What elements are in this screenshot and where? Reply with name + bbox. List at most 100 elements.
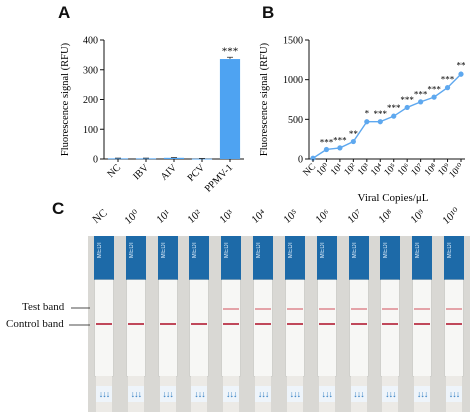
- strip-cassette-top: MEDI: [221, 236, 242, 280]
- strip-label: 10³: [217, 207, 237, 226]
- y-tick-label-b: 500: [288, 115, 303, 126]
- strip-brand-text: MEDI: [287, 242, 294, 259]
- significance-b: **: [349, 129, 359, 139]
- y-tick-label-a: 400: [83, 36, 98, 47]
- y-tick-label-b: 1000: [283, 75, 303, 86]
- y-tick-label-b: 0: [298, 155, 303, 166]
- panel-c-letter: C: [52, 199, 65, 218]
- line-chart-panel-b: 050010001500NC***10⁰***10¹**10²*10³***10…: [259, 36, 467, 205]
- test-strip: MEDI ↓↓↓: [125, 236, 146, 412]
- control-band-label: Control band: [6, 318, 64, 330]
- strip-cassette-top: MEDI: [380, 236, 401, 280]
- test-strip: MEDI ↓↓↓: [221, 236, 242, 412]
- test-band: [223, 308, 240, 310]
- test-strip: MEDI ↓↓↓: [348, 236, 369, 412]
- significance-b: ***: [387, 103, 401, 113]
- strip-arrows-icon: ↓↓↓: [96, 386, 112, 402]
- bar-ibv: [135, 158, 157, 160]
- strip-cassette-top: MEDI: [284, 236, 305, 280]
- x-tick-label-a: PCV: [186, 162, 208, 184]
- test-band: [414, 308, 431, 310]
- strip-arrows-icon: ↓↓↓: [318, 386, 335, 402]
- significance-b: *: [365, 108, 370, 118]
- control-band: [318, 323, 335, 325]
- strip-cassette-top: MEDI: [253, 236, 274, 280]
- significance-b: ***: [400, 95, 414, 105]
- strip-arrows-icon: ↓↓↓: [446, 386, 462, 402]
- strip-label: 10⁹: [408, 207, 428, 226]
- strip-brand-text: MEDI: [447, 242, 453, 259]
- x-tick-label-a: PPMV-1: [203, 162, 235, 194]
- strip-cassette-top: MEDI: [348, 236, 369, 280]
- data-point-b: [404, 104, 410, 111]
- data-point-b: [444, 85, 451, 91]
- test-strip: MEDI ↓↓↓: [189, 236, 210, 412]
- x-tick-label-a: IBV: [131, 162, 152, 183]
- strip-brand-text: MEDI: [319, 242, 326, 259]
- strip-membrane: [445, 280, 463, 376]
- y-tick-label-a: 100: [83, 125, 98, 136]
- data-point-b: [337, 145, 343, 151]
- test-strip: MEDI ↓↓↓: [444, 236, 464, 412]
- strip-cassette-top: MEDI: [157, 236, 178, 280]
- data-point-b: [458, 71, 464, 77]
- significance-b: ***: [374, 109, 388, 119]
- significance-b: **: [457, 60, 467, 70]
- strip-cassette-top: MEDI: [94, 236, 114, 280]
- control-band: [382, 323, 399, 325]
- strip-arrows-icon: ↓↓↓: [159, 386, 176, 402]
- test-strip: MEDI ↓↓↓: [412, 236, 433, 412]
- x-tick-label-a: AIV: [159, 162, 180, 183]
- test-strip: MEDI ↓↓↓: [316, 236, 337, 412]
- strip-label: 10⁷: [344, 207, 364, 226]
- data-point-b: [391, 113, 397, 119]
- test-strip: MEDI ↓↓↓: [157, 236, 178, 412]
- bar-nc: [107, 158, 129, 160]
- x-tick-label-b: 10¹⁰: [448, 162, 467, 181]
- band-pointer-lines: [69, 307, 90, 326]
- data-point-b: [364, 119, 370, 125]
- strip-membrane: [285, 280, 304, 376]
- strip-membrane: [190, 280, 209, 376]
- y-axis-label-a: Fluorescence signal (RFU): [60, 42, 71, 156]
- control-band: [286, 323, 303, 325]
- y-tick-label-a: 200: [83, 95, 98, 106]
- x-tick-label-a: NC: [106, 162, 124, 180]
- strip-cassette-top: MEDI: [412, 236, 433, 280]
- significance-b: ***: [414, 89, 428, 99]
- strip-brand-text: MEDI: [128, 242, 135, 259]
- strip-brand-text: MEDI: [224, 242, 231, 259]
- strip-brand-text: MEDI: [97, 242, 103, 259]
- control-band: [350, 323, 367, 325]
- strip-arrows-icon: ↓↓↓: [223, 386, 240, 402]
- control-band: [127, 323, 144, 325]
- significance-b: ***: [320, 137, 334, 147]
- test-band: [318, 308, 335, 310]
- strip-label: 10⁰: [122, 207, 142, 227]
- strip-cassette-top: MEDI: [189, 236, 210, 280]
- test-strip: MEDI ↓↓↓: [284, 236, 305, 412]
- strip-membrane: [158, 280, 177, 376]
- test-strip: MEDI ↓↓↓: [253, 236, 274, 412]
- panel-b-letter: B: [262, 3, 275, 22]
- strip-brand-text: MEDI: [415, 242, 422, 259]
- control-band: [191, 323, 208, 325]
- strip-label: 10⁸: [376, 207, 396, 226]
- strip-cassette-top: MEDI: [444, 236, 464, 280]
- strip-arrows-icon: ↓↓↓: [286, 386, 303, 402]
- data-point-b: [377, 119, 383, 125]
- strip-membrane: [95, 280, 113, 376]
- control-band: [96, 323, 112, 325]
- strip-label: 10⁶: [313, 207, 333, 226]
- strip-label: 10⁵: [281, 207, 301, 226]
- y-tick-label-a: 0: [93, 155, 98, 166]
- test-band: [382, 308, 399, 310]
- panel-a-letter: A: [58, 3, 71, 22]
- significance-b: ***: [427, 85, 441, 95]
- bar-ppmv-1: [219, 59, 241, 159]
- strip-membrane: [413, 280, 432, 376]
- y-axis-label-b: Fluorescence signal (RFU): [259, 42, 270, 156]
- data-point-b: [350, 138, 356, 145]
- x-axis-label-b: Viral Copies/μL: [358, 192, 429, 204]
- strip-membrane: [381, 280, 400, 376]
